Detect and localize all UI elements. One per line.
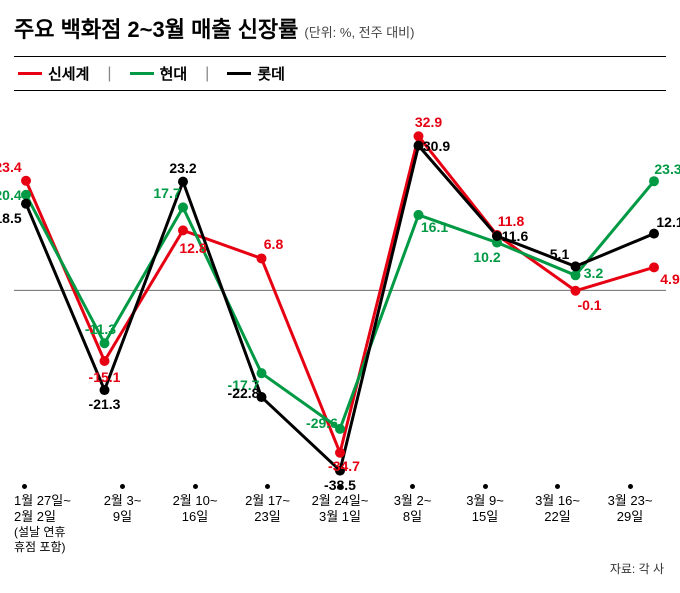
x-tick-label: 3월 9~ 15일 xyxy=(449,493,521,526)
data-marker xyxy=(178,202,188,212)
data-marker xyxy=(100,356,110,366)
series-line xyxy=(26,146,654,471)
x-tick-label: 3월 16~ 22일 xyxy=(522,493,594,526)
data-marker xyxy=(492,231,502,241)
chart-unit: (단위: %, 전주 대비) xyxy=(304,22,414,41)
x-tick-dot xyxy=(555,484,560,489)
legend-label: 신세계 xyxy=(48,63,89,84)
x-tick-note: (설날 연휴 휴점 포함) xyxy=(14,525,86,555)
x-tick: 3월 9~ 15일 xyxy=(449,484,521,556)
data-marker xyxy=(21,190,31,200)
x-tick-dot xyxy=(628,484,633,489)
data-marker xyxy=(414,210,424,220)
data-marker xyxy=(335,424,345,434)
x-tick: 3월 16~ 22일 xyxy=(522,484,594,556)
x-tick-dot xyxy=(193,484,198,489)
data-marker xyxy=(178,177,188,187)
data-marker xyxy=(257,368,267,378)
legend-separator: | xyxy=(107,65,111,83)
source-text: 자료: 각 사 xyxy=(610,560,664,577)
series-line xyxy=(26,181,654,429)
x-tick-dot xyxy=(410,484,415,489)
x-tick-label: 2월 10~ 16일 xyxy=(159,493,231,526)
legend-separator: | xyxy=(205,65,209,83)
x-tick-label: 3월 23~ 29일 xyxy=(594,493,666,526)
legend-swatch xyxy=(227,72,251,75)
x-tick-dot xyxy=(22,484,27,489)
data-marker xyxy=(21,199,31,209)
x-tick-label: 2월 3~ 9일 xyxy=(87,493,159,526)
x-tick-dot xyxy=(483,484,488,489)
data-marker xyxy=(414,141,424,151)
x-tick: 3월 2~ 8일 xyxy=(377,484,449,556)
x-tick-label: 2월 24일~ 3월 1일 xyxy=(304,493,376,526)
chart-title: 주요 백화점 2~3월 매출 신장률 xyxy=(14,12,298,44)
data-marker xyxy=(178,225,188,235)
x-tick-label: 3월 2~ 8일 xyxy=(377,493,449,526)
chart-container: 주요 백화점 2~3월 매출 신장률 (단위: %, 전주 대비) 신세계 | 현대… xyxy=(0,0,680,593)
data-marker xyxy=(649,176,659,186)
x-tick-label: 1월 27일~ 2월 2일 xyxy=(14,493,86,526)
x-tick-label: 2월 17~ 23일 xyxy=(232,493,304,526)
data-marker xyxy=(100,338,110,348)
title-row: 주요 백화점 2~3월 매출 신장률 (단위: %, 전주 대비) xyxy=(14,12,666,44)
legend-label: 현대 xyxy=(160,63,188,84)
data-marker xyxy=(414,131,424,141)
data-marker xyxy=(100,385,110,395)
chart-svg xyxy=(14,97,666,507)
x-tick: 1월 27일~ 2월 2일(설날 연휴 휴점 포함) xyxy=(14,484,86,556)
data-marker xyxy=(649,229,659,239)
data-marker xyxy=(21,176,31,186)
x-axis: 1월 27일~ 2월 2일(설날 연휴 휴점 포함)2월 3~ 9일2월 10~… xyxy=(14,484,666,556)
legend-swatch xyxy=(130,72,154,75)
x-tick: 3월 23~ 29일 xyxy=(594,484,666,556)
legend-item: 신세계 xyxy=(18,63,89,84)
legend: 신세계 | 현대 | 롯데 xyxy=(14,56,666,91)
data-marker xyxy=(571,270,581,280)
data-marker xyxy=(571,286,581,296)
legend-label: 롯데 xyxy=(257,63,285,84)
data-marker xyxy=(335,466,345,476)
x-tick-dot xyxy=(120,484,125,489)
x-tick-dot xyxy=(338,484,343,489)
x-tick: 2월 10~ 16일 xyxy=(159,484,231,556)
legend-item: 현대 xyxy=(130,63,188,84)
data-marker xyxy=(257,253,267,263)
x-tick: 2월 24일~ 3월 1일 xyxy=(304,484,376,556)
legend-swatch xyxy=(18,72,42,75)
data-marker xyxy=(257,392,267,402)
series-line xyxy=(26,136,654,453)
data-marker xyxy=(649,262,659,272)
x-tick: 2월 17~ 23일 xyxy=(232,484,304,556)
x-tick-dot xyxy=(265,484,270,489)
data-marker xyxy=(335,448,345,458)
x-tick: 2월 3~ 9일 xyxy=(87,484,159,556)
legend-item: 롯데 xyxy=(227,63,285,84)
data-marker xyxy=(571,261,581,271)
plot-area: 23.4-15.112.86.8-34.732.911.8-0.14.920.4… xyxy=(14,97,666,507)
